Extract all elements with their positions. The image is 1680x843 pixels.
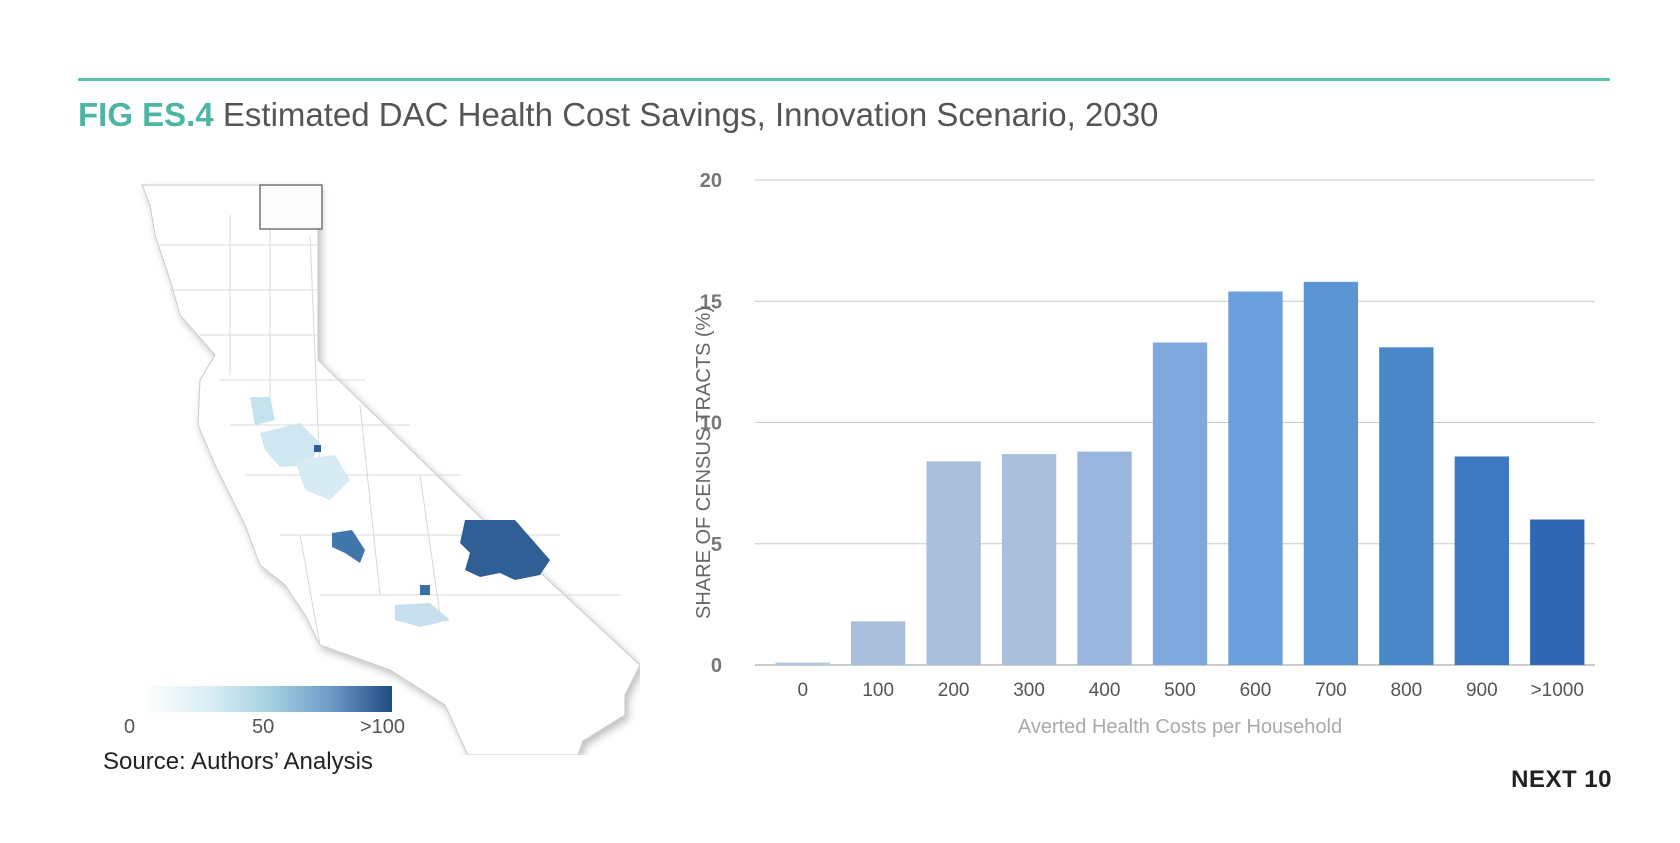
x-tick-label-9: 900 [1466,680,1498,701]
state-outline [141,184,640,755]
california-map [141,184,640,755]
bar-10 [1530,519,1585,665]
y-axis-title: SHARE OF CENSUS TRACTS (%) [693,306,715,619]
x-tick-label-8: 800 [1391,680,1423,701]
bar-8 [1379,347,1434,665]
source-note: Source: Authors’ Analysis [103,748,373,775]
figure-label: FIG ES.4 [78,96,214,133]
legend-tick-min: 0 [124,716,136,738]
bar-7 [1303,281,1359,665]
legend-tick-max: >100 [360,716,406,738]
savings-regions [250,397,550,627]
y-tick-label-20: 20 [700,170,722,192]
figure-title: FIG ES.4 Estimated DAC Health Cost Savin… [78,96,1158,134]
bar-3 [1001,454,1057,665]
bar-0 [775,662,830,665]
x-tick-label-4: 400 [1089,680,1121,701]
x-tick-label-7: 700 [1315,680,1347,701]
brand-logo-text: NEXT 10 [1511,766,1612,793]
x-axis-title: Averted Health Costs per Household [1018,716,1342,738]
x-tick-label-6: 600 [1240,680,1272,701]
x-tick-label-10: >1000 [1531,680,1584,701]
legend-tick-mid: 50 [252,716,275,738]
x-tick-label-1: 100 [862,680,894,701]
bar-2 [926,461,981,665]
oregon-inset [259,184,323,230]
bar-6 [1228,291,1283,665]
bar-9 [1454,456,1509,665]
county-lines [160,205,620,646]
bar-1 [851,621,906,665]
map-legend-gradient [143,686,392,712]
x-tick-label-2: 200 [938,680,970,701]
y-tick-label-10: 10 [700,413,722,435]
y-tick-label-0: 0 [711,655,722,677]
y-tick-label-5: 5 [711,534,722,556]
bar-4 [1077,451,1132,665]
y-tick-label-15: 15 [700,291,722,313]
figure-title-text: Estimated DAC Health Cost Savings, Innov… [222,96,1159,133]
x-tick-label-5: 500 [1164,680,1196,701]
title-rule [78,78,1610,81]
x-tick-label-0: 0 [797,680,808,701]
x-tick-label-3: 300 [1013,680,1045,701]
bar-5 [1152,342,1208,665]
